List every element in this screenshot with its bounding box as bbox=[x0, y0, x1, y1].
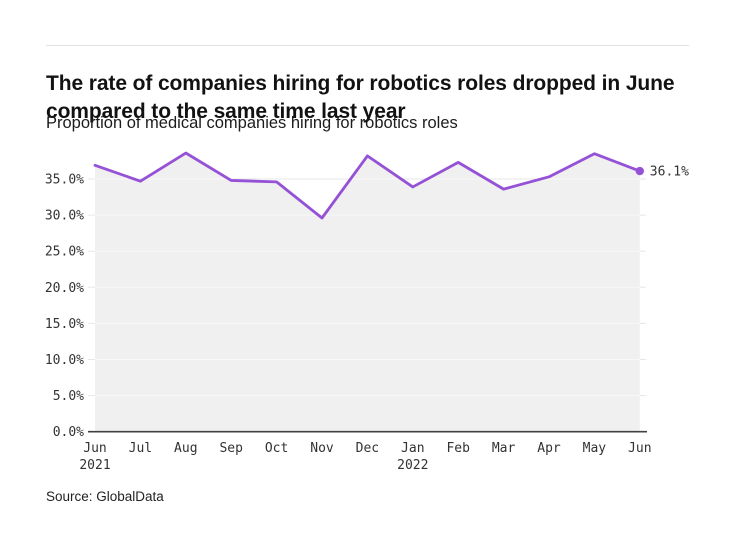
y-axis-tick-label: 5.0% bbox=[53, 389, 84, 404]
chart-subtitle: Proportion of medical companies hiring f… bbox=[46, 114, 458, 132]
x-axis-tick-label: Sep bbox=[219, 441, 243, 456]
x-axis-year-label: 2022 bbox=[397, 458, 428, 473]
x-axis-tick-label: Jun bbox=[628, 441, 651, 456]
line-chart-canvas: 0.0% 5.0% 10.0% 15.0% 20.0% 25.0% 30.0% 35.0% Ju… bbox=[45, 151, 689, 473]
y-axis-tick-label: 0.0% bbox=[53, 425, 84, 440]
x-axis-tick-label: Aug bbox=[174, 441, 197, 456]
y-axis-tick-label: 15.0% bbox=[45, 317, 84, 332]
chart-title: The rate of companies hiring for robotic… bbox=[46, 72, 675, 124]
x-axis-tick-label: Oct bbox=[265, 441, 288, 456]
y-axis-tick-label: 20.0% bbox=[45, 281, 84, 296]
y-axis-tick-label: 10.0% bbox=[45, 353, 84, 368]
x-axis-tick-label: Nov bbox=[310, 441, 334, 456]
x-axis-tick-label: Apr bbox=[537, 441, 561, 456]
x-axis-year-label: 2021 bbox=[79, 458, 110, 473]
x-axis-tick-label: Jul bbox=[129, 441, 152, 456]
x-axis-tick-label: Jun bbox=[83, 441, 106, 456]
top-divider bbox=[46, 45, 689, 46]
y-axis-tick-label: 25.0% bbox=[45, 245, 84, 260]
last-value-annotation: 36.1% bbox=[650, 165, 689, 180]
x-axis-tick-label: Mar bbox=[492, 441, 516, 456]
x-axis-tick-label: May bbox=[583, 441, 607, 456]
data-line bbox=[93, 151, 642, 220]
x-axis-tick-label: Feb bbox=[446, 441, 470, 456]
source-label: Source: GlobalData bbox=[46, 489, 164, 504]
y-axis-tick-label: 35.0% bbox=[45, 173, 84, 188]
y-axis-tick-label: 30.0% bbox=[45, 209, 84, 224]
x-axis-tick-label: Jan bbox=[401, 441, 424, 456]
line-chart: 0.0% 5.0% 10.0% 15.0% 20.0% 25.0% 30.0% 35.0% Ju… bbox=[0, 140, 735, 485]
last-point-marker bbox=[635, 166, 644, 176]
x-axis-tick-label: Dec bbox=[356, 441, 379, 456]
area-fill bbox=[95, 153, 640, 432]
